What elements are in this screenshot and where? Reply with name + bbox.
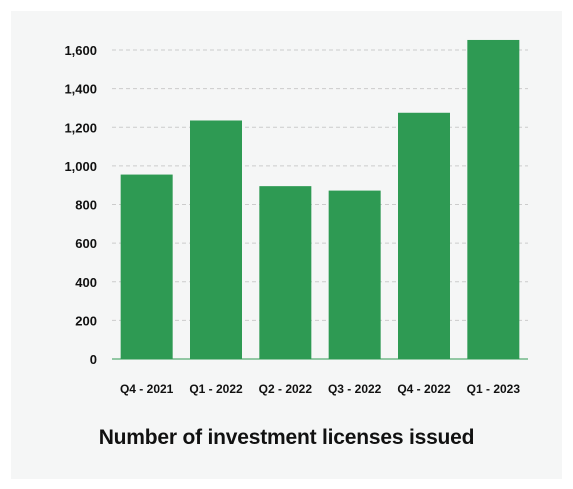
bar <box>467 39 520 360</box>
bars <box>120 39 520 360</box>
x-tick-label: Q1 - 2022 <box>189 382 243 396</box>
y-axis-tick-labels: 0 200 400 600 800 1,000 1,200 1,400 1,600 <box>64 43 97 367</box>
bar <box>328 190 381 359</box>
bar <box>190 120 242 359</box>
y-tick-label: 1,200 <box>64 120 97 135</box>
bar <box>259 186 312 359</box>
y-tick-label: 1,600 <box>64 43 97 58</box>
gridlines <box>112 49 528 321</box>
chart-title: Number of investment licenses issued <box>98 426 475 449</box>
y-tick-label: 1,000 <box>64 159 97 174</box>
x-tick-label: Q2 - 2022 <box>259 382 313 396</box>
x-tick-label: Q1 - 2023 <box>467 382 521 396</box>
bar <box>398 112 450 359</box>
x-tick-label: Q3 - 2022 <box>328 382 382 396</box>
y-tick-label: 800 <box>75 198 97 213</box>
y-tick-label: 0 <box>90 352 97 367</box>
x-tick-label: Q4 - 2021 <box>120 382 174 396</box>
y-tick-label: 200 <box>75 313 97 328</box>
x-axis-tick-labels: Q4 - 2021 Q1 - 2022 Q2 - 2022 Q3 - 2022 Q4 -… <box>120 382 520 396</box>
bar <box>120 174 173 359</box>
y-tick-label: 1,400 <box>64 82 97 97</box>
y-tick-label: 400 <box>75 275 97 290</box>
x-tick-label: Q4 - 2022 <box>397 382 451 396</box>
y-tick-label: 600 <box>75 236 97 251</box>
